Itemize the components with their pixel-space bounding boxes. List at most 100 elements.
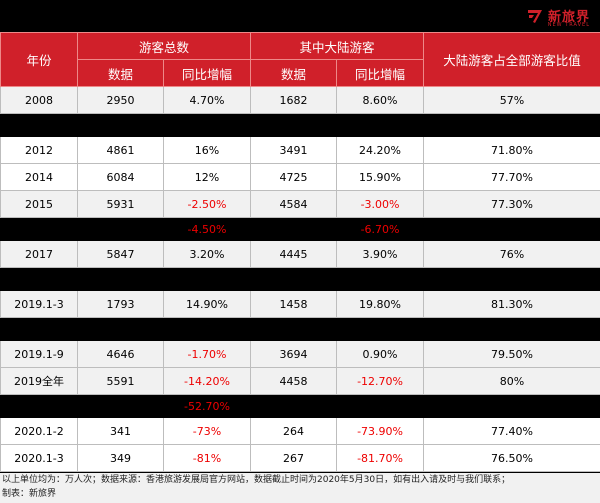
brand-mark-icon [527,9,542,23]
mainland-cell: 4445 [250,240,338,268]
header-row-1: 年份 游客总数 其中大陆游客 大陆游客占全部游客比值 [0,32,600,87]
table-row: 2020.1-2 341 -73% 264 -73.90% 77.40% [0,417,600,445]
ratio-cell: 57% [423,86,600,114]
total-yoy-cell: -4.50% [162,217,252,241]
total-yoy-cell: -52.70% [162,394,252,418]
year-cell: 2014 [0,163,78,191]
mainland-yoy-cell: -6.70% [336,217,425,241]
ratio-cell [423,317,600,341]
table-row: 2020.1-3 349 -81% 267 -81.70% 76.50% [0,444,600,472]
mainland-yoy-cell: 3.90% [336,240,425,268]
table-row: 2014 6084 12% 4725 15.90% 77.70% [0,163,600,191]
mainland-cell: 1682 [250,86,338,114]
ratio-cell [423,394,600,418]
brand-sub: NEW TRAVEL [547,22,590,28]
year-cell: 2017 [0,240,78,268]
ratio-cell: 71.80% [423,136,600,164]
total-yoy-cell: 14.90% [162,290,252,318]
total-cell: 1793 [77,290,164,318]
ratio-cell: 77.70% [423,163,600,191]
mainland-yoy-cell: 24.20% [336,136,425,164]
year-cell [0,394,78,418]
year-cell: 2020.1-2 [0,417,78,445]
total-cell [77,394,164,418]
total-cell: 341 [77,417,164,445]
mainland-cell [250,394,338,418]
footer-note: 以上单位均为：万人次；数据来源：香港旅游发展局官方网站，数据截止时间为2020年… [0,473,600,503]
top-bar: 新旅界 NEW TRAVEL [0,0,600,32]
year-cell: 2019全年 [0,367,78,395]
year-cell: 2019.1-3 [0,290,78,318]
mainland-cell: 4584 [250,190,338,218]
mainland-cell [250,267,338,291]
total-cell: 2950 [77,86,164,114]
mainland-cell: 4458 [250,367,338,395]
spacer-row [0,317,600,341]
year-cell [0,113,78,137]
table-row: 2015 5931 -2.50% 4584 -3.00% 77.30% [0,190,600,218]
header-total-yoy: 同比增幅 [162,59,252,87]
total-yoy-cell [162,267,252,291]
total-yoy-cell [162,113,252,137]
mainland-yoy-cell: -3.00% [336,190,425,218]
year-cell [0,267,78,291]
total-cell [77,267,164,291]
table-row: 2008 2950 4.70% 1682 8.60% 57% [0,86,600,114]
year-cell [0,317,78,341]
footer-line-1: 以上单位均为：万人次；数据来源：香港旅游发展局官方网站，数据截止时间为2020年… [2,475,511,485]
mainland-cell: 267 [250,444,338,472]
mainland-cell [250,317,338,341]
total-cell [77,317,164,341]
mainland-yoy-cell: 8.60% [336,86,425,114]
total-cell: 6084 [77,163,164,191]
total-yoy-cell: 12% [162,163,252,191]
header-year: 年份 [0,32,78,87]
mainland-yoy-cell: 0.90% [336,340,425,368]
total-cell: 4861 [77,136,164,164]
ratio-cell [423,217,600,241]
ratio-cell: 79.50% [423,340,600,368]
total-yoy-cell: 16% [162,136,252,164]
table-row: 2012 4861 16% 3491 24.20% 71.80% [0,136,600,164]
table-body: 2008 2950 4.70% 1682 8.60% 57% 2012 4861 16% 3491… [0,86,600,472]
total-cell [77,113,164,137]
table-row: 2019.1-3 1793 14.90% 1458 19.80% 81.30% [0,290,600,318]
ratio-cell: 77.30% [423,190,600,218]
total-yoy-cell: 3.20% [162,240,252,268]
total-yoy-cell: -73% [162,417,252,445]
total-cell: 4646 [77,340,164,368]
table-row: 2019.1-9 4646 -1.70% 3694 0.90% 79.50% [0,340,600,368]
ratio-cell [423,113,600,137]
mainland-cell: 3694 [250,340,338,368]
total-cell: 5591 [77,367,164,395]
total-yoy-cell [162,317,252,341]
spacer-row [0,267,600,291]
mainland-yoy-cell [336,113,425,137]
mainland-yoy-cell: 19.80% [336,290,425,318]
header-mainland-group: 其中大陆游客 [250,32,425,60]
header-mainland-data: 数据 [250,59,338,87]
spacer-row: -4.50% -6.70% [0,217,600,241]
spacer-row: -52.70% [0,394,600,418]
ratio-cell: 77.40% [423,417,600,445]
mainland-yoy-cell: -12.70% [336,367,425,395]
total-yoy-cell: 4.70% [162,86,252,114]
mainland-cell: 1458 [250,290,338,318]
mainland-yoy-cell [336,317,425,341]
total-yoy-cell: -2.50% [162,190,252,218]
ratio-cell: 76.50% [423,444,600,472]
tourist-table: 年份 游客总数 其中大陆游客 大陆游客占全部游客比值 数据 同比增幅 数据 同比… [0,32,600,472]
total-cell: 5931 [77,190,164,218]
header-total-group: 游客总数 [76,32,252,60]
total-yoy-cell: -14.20% [162,367,252,395]
year-cell: 2012 [0,136,78,164]
mainland-yoy-cell: -73.90% [336,417,425,445]
total-yoy-cell: -1.70% [162,340,252,368]
header-ratio: 大陆游客占全部游客比值 [423,32,600,87]
mainland-cell: 264 [250,417,338,445]
year-cell [0,217,78,241]
year-cell: 2008 [0,86,78,114]
table-row: 2019全年 5591 -14.20% 4458 -12.70% 80% [0,367,600,395]
ratio-cell: 76% [423,240,600,268]
table-row: 2017 5847 3.20% 4445 3.90% 76% [0,240,600,268]
